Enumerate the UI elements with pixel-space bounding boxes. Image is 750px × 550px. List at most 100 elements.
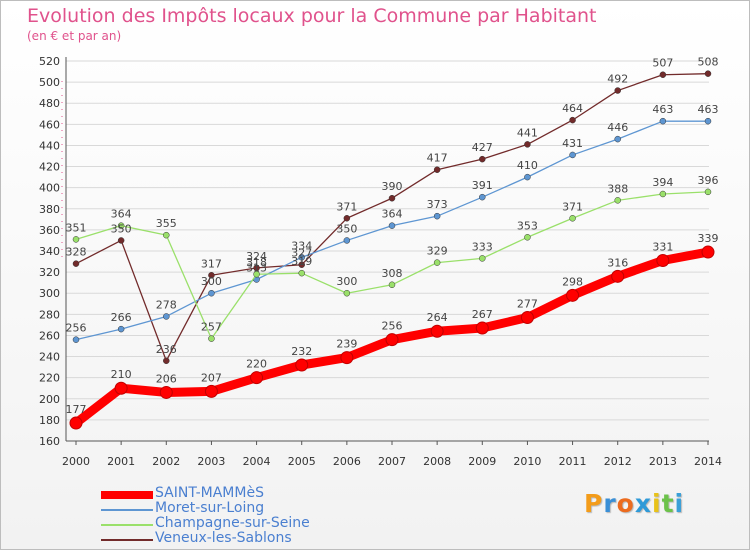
series-saint-mamm-s-point xyxy=(159,385,173,399)
data-labels: 328 350 236 317 324 327 371 390 417 427 441 464 492 5… xyxy=(66,56,719,416)
chart-title: Evolution des Impôts locaux pour la Comm… xyxy=(27,5,597,27)
legend-label: Veneux-les-Sablons xyxy=(155,530,292,546)
series-saint-mamm-s-point xyxy=(430,324,444,338)
data-label: 232 xyxy=(291,345,312,358)
data-label: 427 xyxy=(472,141,493,154)
series-lines xyxy=(69,70,715,430)
series-veneux-les-sablons-point xyxy=(208,272,215,279)
data-label: 390 xyxy=(382,180,403,193)
y-tick-label: 460 xyxy=(39,118,60,131)
data-label: 207 xyxy=(201,371,222,384)
data-label: 313 xyxy=(246,262,267,275)
data-label: 267 xyxy=(472,308,493,321)
x-tick-label: 2007 xyxy=(378,455,406,468)
data-label: 177 xyxy=(66,403,87,416)
data-label: 256 xyxy=(382,320,403,333)
data-label: 210 xyxy=(111,368,132,381)
series-saint-mamm-s-point xyxy=(701,245,715,259)
series-champagne-sur-seine-point xyxy=(298,269,305,277)
series-veneux-les-sablons-point xyxy=(569,116,576,124)
legend-swatch xyxy=(101,491,153,499)
series-saint-mamm-s-point xyxy=(385,333,399,347)
data-label: 364 xyxy=(382,208,403,221)
logo-letter: t xyxy=(661,489,675,518)
y-tick-label: 400 xyxy=(39,182,60,195)
data-label: 508 xyxy=(698,56,719,69)
data-label: 353 xyxy=(517,219,538,232)
series-saint-mamm-s-point xyxy=(611,269,625,283)
logo-letter: P xyxy=(584,489,604,518)
data-label: 278 xyxy=(156,298,177,311)
legend-swatch xyxy=(101,509,153,511)
data-label: 364 xyxy=(111,208,132,221)
y-tick-label: 160 xyxy=(39,435,60,448)
y-tick-labels: 160 180 200 220 240 260 280 300 320 340 360 380 400 4… xyxy=(39,55,60,448)
data-label: 300 xyxy=(336,275,357,288)
x-tick-label: 2010 xyxy=(513,455,541,468)
series-veneux-les-sablons-point xyxy=(343,215,351,222)
x-tick-label: 2013 xyxy=(649,455,677,468)
y-tick-label: 440 xyxy=(39,139,60,152)
y-tick-label: 340 xyxy=(39,245,60,258)
series-champagne-sur-seine-point xyxy=(659,190,667,198)
data-label: 264 xyxy=(427,311,448,324)
data-label: 350 xyxy=(336,222,357,235)
x-tick-label: 2006 xyxy=(333,455,361,468)
series-saint-mamm-s-point xyxy=(295,358,309,372)
data-label: 318 xyxy=(246,256,267,269)
data-label: 266 xyxy=(111,311,132,324)
data-label: 298 xyxy=(562,275,583,288)
series-saint-mamm-s-point xyxy=(69,416,83,430)
series-champagne-sur-seine-point xyxy=(253,270,260,278)
series-veneux-les-sablons-point xyxy=(704,70,712,77)
data-label: 319 xyxy=(291,255,312,268)
series-champagne-sur-seine-point xyxy=(433,259,441,266)
data-label: 388 xyxy=(607,182,628,195)
x-tick-labels: 2000 2001 2002 2003 2004 2005 2006 2007 2008 2009… xyxy=(62,455,722,468)
data-label: 373 xyxy=(427,198,448,211)
data-label: 371 xyxy=(562,200,583,213)
series-saint-mamm-s-point xyxy=(566,288,580,302)
series-moret-sur-loing-point xyxy=(524,173,531,181)
y-tick-label: 500 xyxy=(39,76,60,89)
series-veneux-les-sablons-point xyxy=(117,237,125,244)
series-veneux-les-sablons-point xyxy=(479,155,486,163)
x-tick-label: 2014 xyxy=(694,455,722,468)
logo-letter: x xyxy=(634,489,652,518)
series-veneux-les-sablons-point xyxy=(253,264,260,272)
data-label: 446 xyxy=(607,121,628,134)
series-moret-sur-loing-point xyxy=(704,117,712,125)
series-saint-mamm-s-point xyxy=(204,384,218,398)
x-tick-label: 2011 xyxy=(559,455,587,468)
series-champagne-sur-seine-point xyxy=(479,255,486,262)
series-moret-sur-loing-point xyxy=(433,212,441,220)
logo-letter: r xyxy=(603,489,617,518)
series-moret-sur-loing-point xyxy=(163,313,170,320)
y-tick-label: 360 xyxy=(39,224,60,237)
series-champagne-sur-seine-point xyxy=(524,234,531,241)
data-label: 327 xyxy=(291,247,312,260)
series-veneux-les-sablons-point xyxy=(72,260,80,267)
x-tick-label: 2004 xyxy=(243,455,271,468)
series-moret-sur-loing-point xyxy=(72,336,80,343)
chart-subtitle: (en € et par an) xyxy=(27,29,122,43)
series-moret-sur-loing-point xyxy=(614,135,621,143)
logo-letter: i xyxy=(674,489,685,518)
data-label: 206 xyxy=(156,372,177,385)
logo-letter: i xyxy=(652,489,662,518)
x-tick-label: 2012 xyxy=(604,455,632,468)
series-veneux-les-sablons-point xyxy=(388,194,396,202)
series-moret-sur-loing-point xyxy=(117,325,125,333)
series-champagne-sur-seine-point xyxy=(569,215,576,222)
series-champagne-sur-seine-point xyxy=(704,188,712,196)
y-tick-label: 280 xyxy=(39,308,60,321)
data-label: 220 xyxy=(246,358,267,371)
x-tick-label: 2002 xyxy=(152,455,180,468)
x-tick-label: 2001 xyxy=(107,455,135,468)
logo-letter: o xyxy=(616,489,635,518)
data-label: 331 xyxy=(652,241,673,254)
series-moret-sur-loing-point xyxy=(659,117,667,125)
series-veneux-les-sablons-point xyxy=(524,141,531,148)
